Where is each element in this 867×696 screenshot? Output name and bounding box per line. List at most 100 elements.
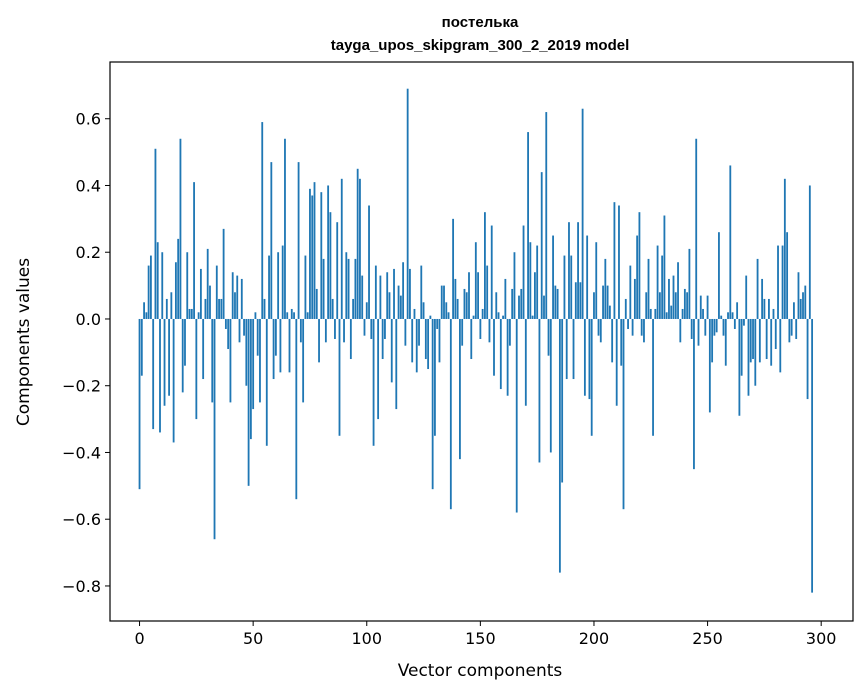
bar-157 <box>495 292 498 319</box>
bar-181 <box>549 318 552 453</box>
bar-225 <box>649 308 652 319</box>
bar-100 <box>365 302 368 319</box>
bar-23 <box>190 308 193 319</box>
bar-149 <box>477 272 479 319</box>
y-tick-label: 0.2 <box>76 243 101 262</box>
bar-296 <box>811 318 814 593</box>
x-axis-label: Vector components <box>398 661 563 681</box>
bar-119 <box>409 268 411 319</box>
bar-224 <box>647 258 650 319</box>
bar-183 <box>554 285 557 319</box>
bar-192 <box>574 282 577 319</box>
bar-83 <box>327 185 330 319</box>
bar-150 <box>479 318 482 339</box>
bar-290 <box>797 272 800 319</box>
x-tick-label: 100 <box>351 629 382 648</box>
bar-9 <box>159 318 161 433</box>
bar-163 <box>508 318 511 346</box>
bar-41 <box>231 272 234 319</box>
bar-115 <box>399 295 402 319</box>
bar-270 <box>752 318 754 360</box>
bar-45 <box>240 278 243 319</box>
bar-211 <box>618 205 620 319</box>
bar-227 <box>654 308 657 319</box>
bar-46 <box>243 318 245 336</box>
bar-196 <box>583 318 586 396</box>
bar-37 <box>222 228 225 319</box>
bar-142 <box>461 318 464 346</box>
bar-155 <box>490 225 493 319</box>
bar-228 <box>656 245 659 319</box>
bar-109 <box>386 272 389 319</box>
bar-81 <box>322 258 325 319</box>
bar-117 <box>404 318 407 346</box>
bar-153 <box>486 265 489 319</box>
y-tick-label: −0.2 <box>62 377 101 396</box>
bar-127 <box>427 318 430 370</box>
bar-243 <box>690 318 693 339</box>
bar-166 <box>515 318 518 513</box>
bar-20 <box>184 318 186 366</box>
bar-139 <box>454 278 457 319</box>
bar-174 <box>533 272 536 319</box>
bar-60 <box>274 318 277 356</box>
bar-242 <box>688 248 691 319</box>
bar-147 <box>472 315 475 319</box>
bar-2 <box>143 302 145 319</box>
bar-13 <box>168 318 170 396</box>
bar-140 <box>456 298 459 319</box>
bar-165 <box>513 252 516 319</box>
bar-203 <box>599 318 602 343</box>
bar-31 <box>209 285 211 319</box>
y-tick-label: 0.6 <box>76 110 101 129</box>
bar-64 <box>284 138 286 319</box>
bar-98 <box>361 275 364 319</box>
bar-179 <box>545 112 548 319</box>
bar-95 <box>354 258 357 319</box>
bar-113 <box>395 318 398 410</box>
bar-260 <box>729 165 732 319</box>
y-tick-label: 0.0 <box>76 310 101 329</box>
bar-47 <box>245 318 248 386</box>
bar-267 <box>745 275 748 319</box>
bar-131 <box>436 318 439 329</box>
bar-89 <box>340 178 343 319</box>
bar-90 <box>343 318 345 343</box>
bar-256 <box>720 315 723 319</box>
bar-275 <box>763 298 766 319</box>
bar-66 <box>288 318 291 373</box>
bar-248 <box>702 308 704 319</box>
bar-75 <box>309 188 311 319</box>
bar-69 <box>295 318 298 500</box>
bar-234 <box>670 305 673 319</box>
bar-42 <box>234 292 236 319</box>
bar-99 <box>363 318 366 336</box>
bar-264 <box>738 318 741 416</box>
bar-200 <box>593 292 595 319</box>
bar-169 <box>522 225 525 319</box>
y-tick-label: −0.4 <box>62 443 101 462</box>
bar-240 <box>683 288 686 319</box>
bar-111 <box>390 318 393 383</box>
bar-287 <box>790 318 793 336</box>
bar-247 <box>699 295 702 319</box>
bar-39 <box>227 318 230 350</box>
bar-53 <box>259 318 261 403</box>
bar-44 <box>238 318 241 343</box>
bar-15 <box>172 318 175 443</box>
bar-180 <box>547 318 550 356</box>
bar-213 <box>622 318 625 510</box>
bar-55 <box>263 298 266 319</box>
bar-125 <box>422 302 425 319</box>
bar-272 <box>756 258 759 319</box>
bar-16 <box>174 262 177 319</box>
bar-103 <box>372 318 375 446</box>
bar-93 <box>349 318 352 360</box>
bar-112 <box>393 268 395 319</box>
bar-14 <box>170 292 173 319</box>
bar-56 <box>265 318 268 446</box>
bar-101 <box>368 205 370 319</box>
bar-184 <box>556 288 559 319</box>
bar-133 <box>440 285 443 319</box>
bar-284 <box>783 178 786 319</box>
